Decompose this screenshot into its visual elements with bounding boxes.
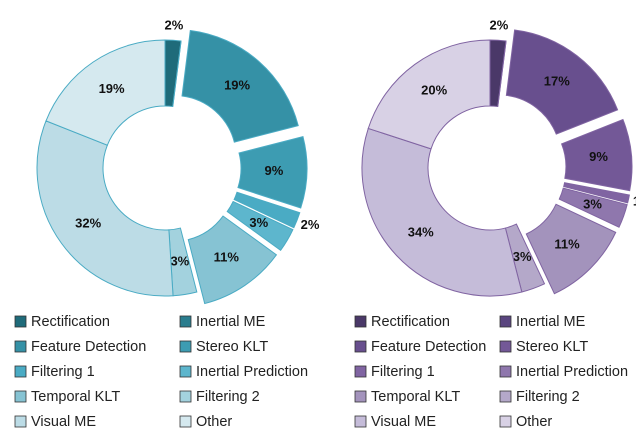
legend-label: Rectification [371, 314, 450, 330]
legend-swatch [14, 415, 27, 428]
legend-swatch [354, 415, 367, 428]
legend-label: Other [516, 414, 552, 430]
legend-label: Inertial ME [196, 314, 266, 330]
legend-label: Filtering 1 [31, 364, 95, 380]
data-label: 1% [633, 193, 636, 208]
data-label: 11% [554, 237, 580, 252]
donut-segment [558, 187, 628, 228]
legend-swatch [499, 340, 512, 353]
legend-swatch [354, 390, 367, 403]
legend-label: Temporal KLT [371, 389, 460, 405]
legend-swatch [499, 365, 512, 378]
data-label: 20% [421, 83, 447, 98]
legend-label: Temporal KLT [31, 389, 120, 405]
legend-swatch [499, 315, 512, 328]
donut-segment [489, 39, 507, 108]
donut-segment [233, 191, 301, 229]
donut-segment [361, 127, 523, 297]
data-label: 19% [99, 81, 125, 96]
donut-segment [560, 118, 633, 192]
data-label: 32% [75, 215, 101, 230]
donut-segment [505, 29, 619, 135]
donut-segment [187, 215, 278, 305]
legend-swatch [14, 365, 27, 378]
legend-label: Filtering 2 [516, 389, 580, 405]
donut-segment [563, 182, 630, 204]
legend-swatch [14, 315, 27, 328]
data-label: 3% [513, 249, 532, 264]
legend-swatch [179, 365, 192, 378]
legend-label: Inertial Prediction [516, 364, 628, 380]
data-label: 3% [249, 215, 268, 230]
legend-label: Rectification [31, 314, 110, 330]
legend-swatch [354, 365, 367, 378]
legend-label: Stereo KLT [516, 339, 588, 355]
legend-swatch [499, 415, 512, 428]
legend-label: Inertial Prediction [196, 364, 308, 380]
legend-label: Stereo KLT [196, 339, 268, 355]
data-label: 3% [170, 253, 189, 268]
legend-label: Inertial ME [516, 314, 586, 330]
legend-swatch [354, 340, 367, 353]
legend-swatch [179, 415, 192, 428]
legend-label: Other [196, 414, 232, 430]
donut-segment [181, 29, 299, 143]
data-label: 9% [589, 149, 608, 164]
donut-segment [45, 39, 166, 146]
legend-label: Filtering 1 [371, 364, 435, 380]
legend-label: Visual ME [31, 414, 96, 430]
legend-swatch [499, 390, 512, 403]
data-label: 9% [265, 163, 284, 178]
data-label: 2% [301, 217, 320, 232]
donut-segment [525, 203, 617, 295]
data-label: 2% [165, 18, 184, 33]
data-label: 11% [214, 250, 240, 265]
legend-swatch [179, 315, 192, 328]
donut-segment [164, 39, 182, 108]
legend-swatch [14, 340, 27, 353]
legend-label: Filtering 2 [196, 389, 260, 405]
legend-label: Visual ME [371, 414, 436, 430]
data-label: 3% [583, 196, 602, 211]
legend-swatch [354, 315, 367, 328]
donut-segment [237, 135, 308, 209]
legend-swatch [179, 390, 192, 403]
data-label: 17% [544, 73, 570, 88]
legend-swatch [179, 340, 192, 353]
donut-segment [226, 200, 294, 252]
data-label: 2% [490, 18, 509, 33]
donut-segment [36, 120, 174, 297]
donut-segment [367, 39, 491, 150]
legend-label: Feature Detection [31, 339, 146, 355]
legend-swatch [14, 390, 27, 403]
data-label: 34% [408, 224, 434, 239]
data-label: 19% [224, 78, 250, 93]
legend-label: Feature Detection [371, 339, 486, 355]
